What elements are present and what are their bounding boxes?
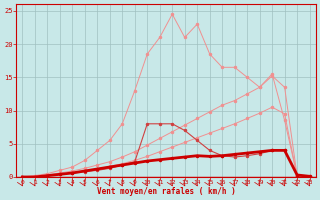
X-axis label: Vent moyen/en rafales ( km/h ): Vent moyen/en rafales ( km/h ): [97, 187, 236, 196]
